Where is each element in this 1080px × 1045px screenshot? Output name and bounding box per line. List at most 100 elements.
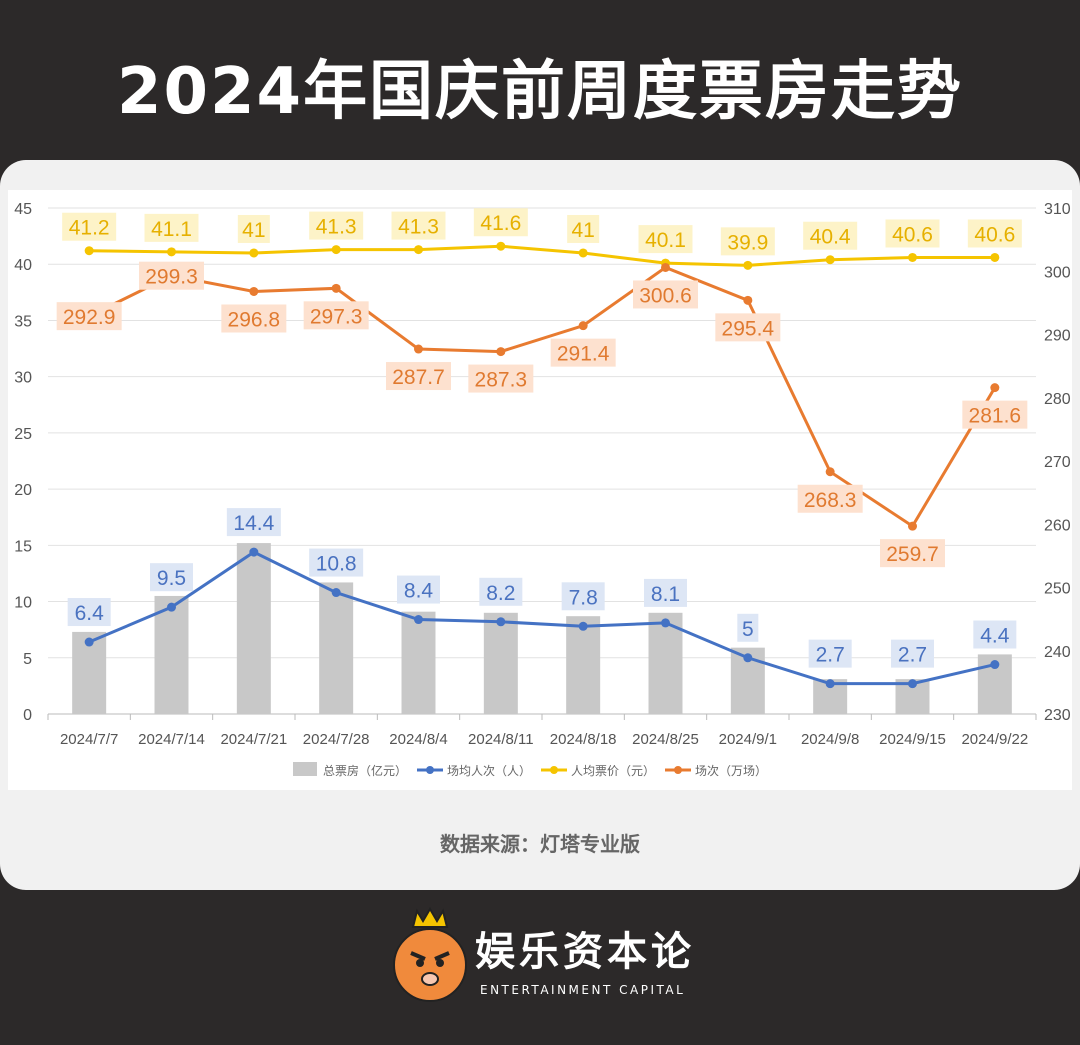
legend-item: 总票房（亿元） [293, 762, 407, 778]
avg-ticket-price-point [825, 255, 835, 265]
avg-ticket-price-data-label: 39.9 [727, 231, 768, 254]
screenings-point [908, 521, 917, 531]
left-axis-tick: 20 [14, 482, 32, 499]
avg-ticket-price-label-bg [62, 212, 117, 241]
left-axis-tick: 5 [23, 651, 32, 668]
left-axis-tick: 10 [14, 595, 32, 612]
screenings-point [578, 321, 588, 331]
avg-ticket-price-data-label: 41.1 [151, 218, 192, 241]
brand-name-en: ENTERTAINMENT CAPITAL [480, 983, 686, 997]
screenings-point [825, 467, 835, 477]
avg-ticket-price-data-label: 40.4 [810, 226, 851, 249]
screenings-label-bg [633, 280, 698, 309]
avg-ticket-price-data-label: 41.6 [480, 212, 521, 235]
avg-attendance-label-bg [891, 639, 934, 668]
avg-attendance-point [414, 615, 423, 625]
screenings-label-bg [386, 362, 451, 391]
avg-attendance-point [84, 637, 94, 647]
bar-box-office [648, 612, 683, 714]
avg-attendance-label-bg [67, 598, 111, 627]
x-axis-tick-label: 2024/9/15 [879, 731, 946, 748]
avg-attendance-point [661, 618, 670, 628]
screenings-label-bg [468, 364, 534, 393]
avg-ticket-price-label-bg [638, 225, 693, 254]
avg-attendance-point [249, 547, 259, 557]
avg-attendance-point [908, 679, 917, 689]
screenings-data-label: 291.4 [557, 343, 610, 366]
avg-ticket-price-label-bg [567, 214, 600, 243]
screenings-data-label: 287.3 [475, 369, 528, 392]
avg-ticket-price-label-bg [473, 208, 528, 237]
avg-attendance-label-bg [397, 575, 440, 604]
avg-ticket-price-point [331, 245, 341, 255]
left-axis-tick: 35 [14, 313, 32, 330]
x-axis-tick-label: 2024/8/11 [468, 731, 534, 748]
avg-attendance-point [825, 679, 835, 689]
avg-ticket-price-point [414, 245, 423, 255]
chart-plot-area: 0 5 10 15 20 25 30 35 40 45 230 240 250 260 270 280 290 3… [8, 190, 1072, 790]
screenings-label-bg [139, 261, 204, 290]
x-axis-tick-label: 2024/7/28 [303, 731, 370, 748]
left-axis-tick: 25 [14, 426, 32, 443]
avg-ticket-price-line [89, 244, 995, 267]
avg-ticket-price-data-label: 41 [571, 219, 594, 242]
avg-attendance-label-bg [309, 548, 364, 577]
screenings-label-bg [550, 338, 616, 367]
avg-attendance-point [167, 602, 176, 612]
avg-attendance-label-bg [479, 577, 523, 606]
avg-attendance-label-bg [226, 508, 281, 537]
avg-ticket-price-label-bg [237, 214, 270, 243]
avg-attendance-label-bg [561, 582, 605, 611]
avg-ticket-price-label-bg [309, 211, 364, 240]
legend-marker [674, 766, 682, 774]
x-axis-tick-label: 2024/8/4 [389, 731, 447, 748]
avg-attendance-label-bg [808, 639, 852, 668]
avg-attendance-data-label: 10.8 [316, 553, 357, 576]
avg-attendance-data-label: 8.2 [486, 582, 515, 605]
avg-ticket-price-label-bg [391, 211, 446, 240]
legend-marker [550, 766, 558, 774]
avg-attendance-data-label: 7.8 [569, 586, 598, 609]
avg-attendance-data-label: 5 [742, 618, 754, 641]
avg-ticket-price-point [578, 248, 588, 258]
left-axis-tick: 30 [14, 370, 32, 387]
screenings-label-bg [797, 484, 863, 513]
avg-attendance-data-label: 14.4 [233, 512, 274, 535]
avg-ticket-price-label-bg [885, 219, 940, 248]
screenings-point [990, 383, 1000, 393]
legend-label: 场均人次（人） [447, 764, 531, 778]
left-axis-tick: 0 [23, 707, 32, 724]
avg-ticket-price-label-bg [803, 221, 858, 250]
avg-ticket-price-data-label: 41.2 [69, 217, 110, 240]
screenings-point [743, 295, 753, 305]
screenings-data-label: 292.9 [63, 306, 116, 329]
x-axis-tick-label: 2024/7/7 [60, 731, 118, 748]
avg-attendance-data-label: 8.4 [404, 580, 434, 603]
screenings-label-bg [962, 400, 1028, 429]
legend-item: 场次（万场） [665, 764, 767, 778]
data-source: 数据来源：灯塔专业版 [440, 832, 640, 856]
avg-attendance-label-bg [644, 578, 687, 607]
right-axis-tick: 260 [1044, 517, 1071, 534]
avg-attendance-label-bg [973, 620, 1017, 649]
legend-marker [426, 766, 434, 774]
left-axis-tick: 45 [14, 201, 32, 218]
brand-name-cn: 娱乐资本论 [475, 928, 695, 975]
avg-ticket-price-point [496, 241, 506, 251]
avg-attendance-point [743, 653, 753, 663]
avg-attendance-data-label: 6.4 [75, 602, 105, 625]
screenings-label-bg [221, 304, 287, 333]
bar-box-office [154, 595, 189, 714]
screenings-data-label: 295.4 [722, 317, 775, 340]
combo-chart: 0 5 10 15 20 25 30 35 40 45 230 240 250 260 270 280 290 3… [14, 201, 1071, 778]
legend-swatch [293, 762, 317, 776]
right-axis-tick: 270 [1044, 454, 1071, 471]
avg-ticket-price-label-bg [144, 213, 199, 242]
bar-box-office [566, 616, 601, 714]
avg-ticket-price-point [84, 246, 94, 256]
page-title: 2024年国庆前周度票房走势 [116, 55, 964, 129]
legend-label: 场次（万场） [695, 764, 767, 778]
right-axis-tick: 250 [1044, 581, 1071, 598]
avg-ticket-price-point [908, 252, 917, 262]
brand-logo: 娱乐资本论 ENTERTAINMENT CAPITAL [385, 905, 705, 1005]
